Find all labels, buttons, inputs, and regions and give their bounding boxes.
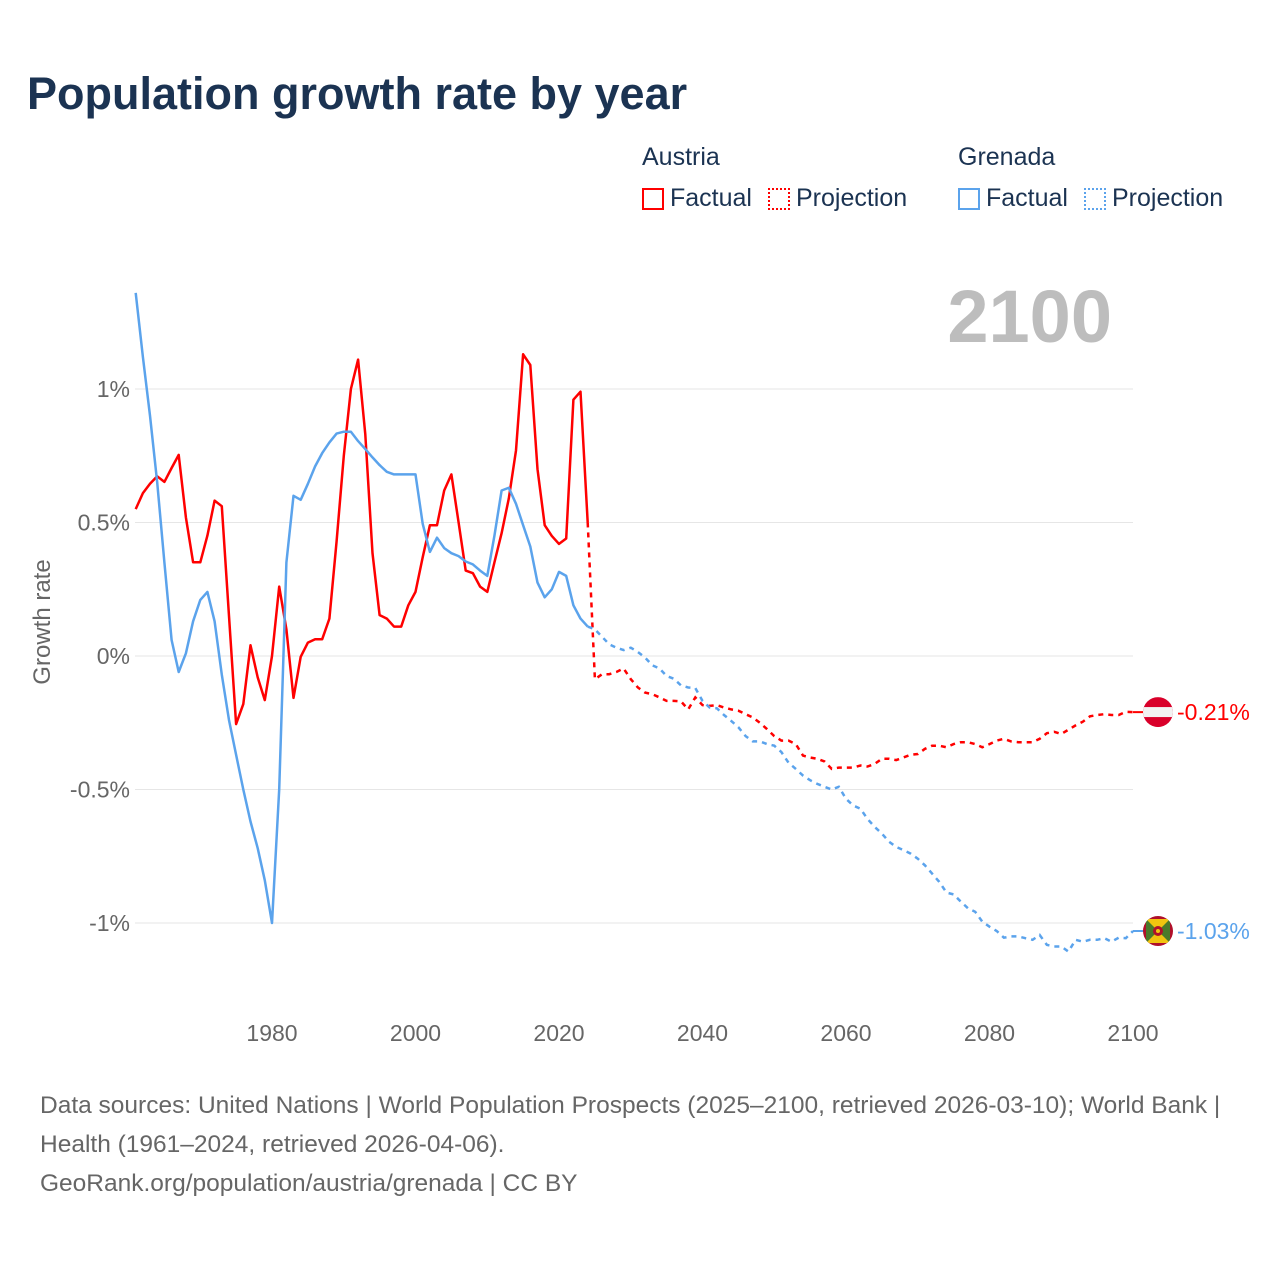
y-tick-label: 0% — [97, 643, 130, 669]
gridlines — [135, 388, 1133, 924]
legend-dotted-swatch-icon — [767, 187, 790, 210]
legend-country-name: Austria — [642, 143, 720, 171]
page-title: Population growth rate by year — [27, 68, 688, 119]
grenada-projection-line — [587, 625, 1134, 954]
austria-flag-icon — [1143, 697, 1173, 728]
legend-country-name: Grenada — [958, 143, 1056, 171]
x-tick-label: 2000 — [390, 1020, 441, 1046]
legend-grenada-projection[interactable]: Projection — [1083, 184, 1224, 213]
y-axis-title: Growth rate — [29, 559, 56, 684]
flag-body — [1143, 916, 1173, 947]
legend-group-austria: Austria Factual Projection — [642, 143, 907, 213]
legend-label: Projection — [1111, 184, 1224, 212]
data-sources: Data sources: United Nations | World Pop… — [40, 1092, 1221, 1158]
y-axis-ticks: 1% 0.5% 0% -0.5% -1% — [70, 376, 130, 936]
series-lines — [134, 292, 1134, 954]
flag-star — [1156, 929, 1160, 934]
footer: Data sources: United Nations | World Pop… — [40, 1086, 1240, 1203]
legend-solid-swatch-icon — [958, 187, 980, 210]
growth-rate-chart: 1% 0.5% 0% -0.5% -1% 1980 2000 2020 2040 2060 208… — [29, 275, 1250, 1046]
y-tick-label: 0.5% — [78, 510, 130, 536]
x-tick-label: 1980 — [246, 1020, 297, 1046]
flag-white-band — [1143, 707, 1173, 718]
legend-austria-factual[interactable]: Factual — [642, 184, 752, 213]
legend-group-grenada: Grenada Factual Projection — [958, 143, 1223, 213]
y-tick-label: -0.5% — [70, 777, 130, 803]
legend-austria-projection[interactable]: Projection — [767, 184, 908, 213]
austria-projection-line — [586, 522, 1134, 771]
x-tick-label: 2060 — [820, 1020, 871, 1046]
legend-dotted-swatch-icon — [1083, 187, 1106, 210]
flag-yellow-bottom — [1146, 931, 1170, 944]
series-end-markers: -0.21% -1.03% — [1133, 697, 1250, 947]
x-tick-label: 2100 — [1107, 1020, 1158, 1046]
x-tick-label: 2080 — [964, 1020, 1015, 1046]
grenada-factual-line — [134, 292, 589, 925]
legend-label: Factual — [986, 184, 1068, 212]
legend-grenada-factual[interactable]: Factual — [958, 184, 1068, 213]
legend-solid-swatch-icon — [642, 187, 664, 210]
current-year-label: 2100 — [947, 275, 1112, 358]
grenada-flag-icon — [1143, 916, 1173, 947]
austria-factual-line — [134, 353, 589, 726]
y-tick-label: 1% — [97, 376, 130, 402]
credit-link[interactable]: GeoRank.org/population/austria/grenada |… — [40, 1170, 578, 1197]
austria-end-label: -0.21% — [1177, 699, 1250, 725]
grenada-end-label: -1.03% — [1177, 918, 1250, 944]
flag-yellow-top — [1146, 919, 1170, 932]
x-axis-ticks: 1980 2000 2020 2040 2060 2080 2100 — [246, 1020, 1158, 1046]
y-tick-label: -1% — [89, 910, 130, 936]
legend-label: Factual — [670, 184, 752, 212]
legend-label: Projection — [795, 184, 908, 212]
x-tick-label: 2020 — [533, 1020, 584, 1046]
flag-body — [1143, 697, 1173, 728]
x-tick-label: 2040 — [677, 1020, 728, 1046]
